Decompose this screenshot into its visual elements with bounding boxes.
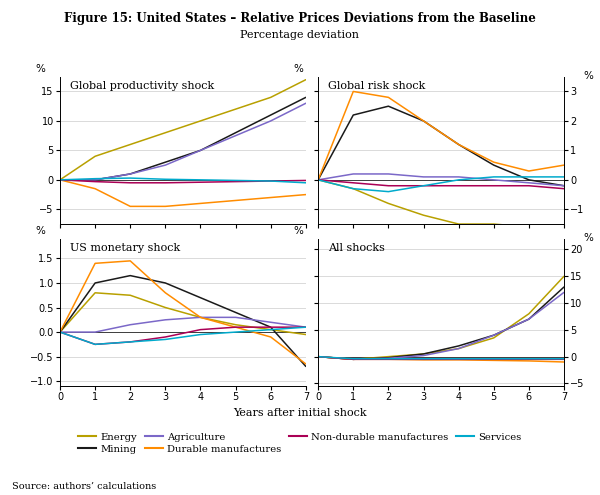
Y-axis label: %: % [293,226,304,236]
Text: Global risk shock: Global risk shock [328,81,425,91]
Text: All shocks: All shocks [328,243,385,253]
Text: Figure 15: United States – Relative Prices Deviations from the Baseline: Figure 15: United States – Relative Pric… [64,12,536,25]
Text: Global productivity shock: Global productivity shock [70,81,214,91]
Y-axis label: %: % [584,71,593,81]
Y-axis label: %: % [35,64,45,74]
Text: Years after initial shock: Years after initial shock [233,408,367,418]
Y-axis label: %: % [584,233,593,243]
Text: Percentage deviation: Percentage deviation [241,30,359,40]
Text: US monetary shock: US monetary shock [70,243,180,253]
Y-axis label: %: % [293,64,304,74]
Text: Source: authors’ calculations: Source: authors’ calculations [12,482,156,491]
Y-axis label: %: % [35,226,45,236]
Legend: Energy, Mining, Agriculture, Durable manufactures, Non-durable manufactures, Ser: Energy, Mining, Agriculture, Durable man… [74,429,526,458]
